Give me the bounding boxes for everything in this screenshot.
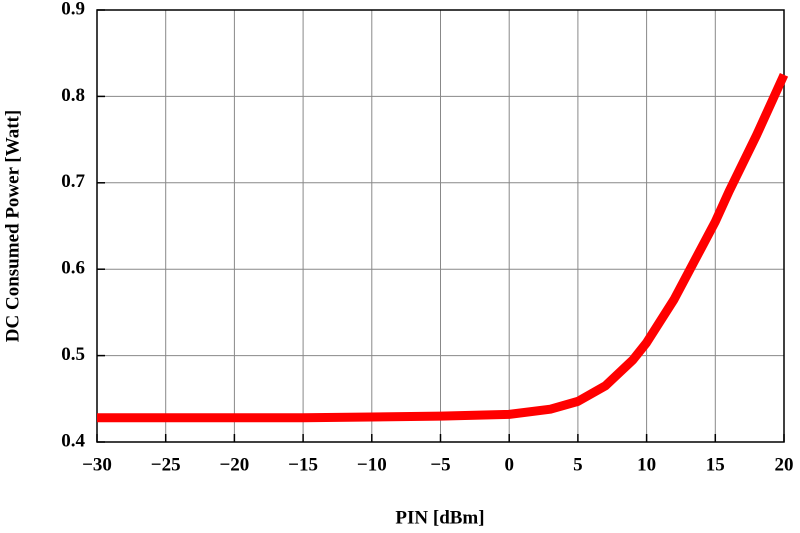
y-tick-label: 0.8 bbox=[61, 85, 85, 106]
y-tick-label: 0.5 bbox=[61, 344, 85, 365]
y-tick-label: 0.9 bbox=[61, 0, 85, 19]
x-tick-label: −20 bbox=[219, 454, 249, 475]
x-tick-label: −10 bbox=[357, 454, 387, 475]
x-tick-label: 15 bbox=[706, 454, 725, 475]
y-tick-label: 0.4 bbox=[61, 430, 85, 451]
x-axis-label: PIN [dBm] bbox=[395, 507, 484, 528]
y-tick-label: 0.7 bbox=[61, 171, 85, 192]
x-tick-label: 5 bbox=[573, 454, 583, 475]
x-tick-label: 20 bbox=[775, 454, 794, 475]
data-line bbox=[97, 72, 789, 423]
x-tick-label: −25 bbox=[151, 454, 181, 475]
y-tick-label: 0.6 bbox=[61, 258, 85, 279]
x-tick-label: 10 bbox=[637, 454, 656, 475]
y-axis-label: DC Consumed Power [Watt] bbox=[2, 110, 23, 342]
plot-border bbox=[96, 9, 785, 443]
x-tick-label: −5 bbox=[430, 454, 450, 475]
x-tick-label: 0 bbox=[504, 454, 514, 475]
x-tick-label: −15 bbox=[288, 454, 318, 475]
x-tick-label: −30 bbox=[82, 454, 112, 475]
